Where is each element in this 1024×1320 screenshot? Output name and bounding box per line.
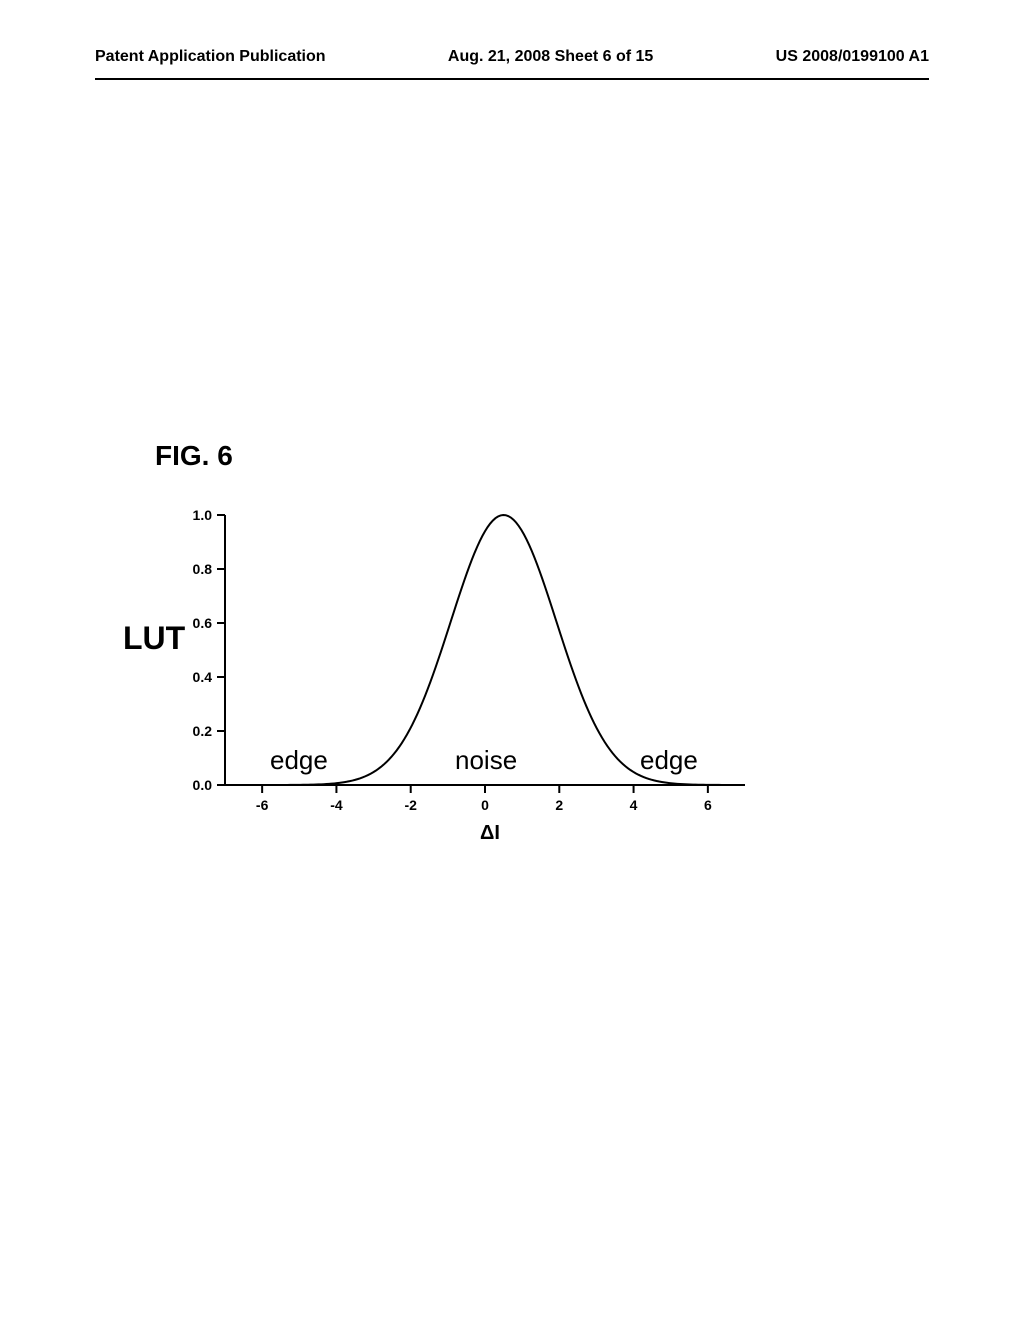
header-center: Aug. 21, 2008 Sheet 6 of 15 bbox=[448, 48, 653, 66]
y-tick-label: 0.8 bbox=[182, 561, 212, 577]
annotation-noise: noise bbox=[455, 745, 517, 776]
x-tick-label: -6 bbox=[252, 797, 272, 813]
x-tick-label: 6 bbox=[698, 797, 718, 813]
chart-svg bbox=[165, 505, 785, 845]
y-tick-label: 1.0 bbox=[182, 507, 212, 523]
page-header: Patent Application Publication Aug. 21, … bbox=[95, 48, 929, 66]
y-tick-label: 0.0 bbox=[182, 777, 212, 793]
y-tick-label: 0.6 bbox=[182, 615, 212, 631]
figure-label-container: FIG. 6 bbox=[155, 440, 233, 472]
x-axis-label: ΔI bbox=[480, 822, 500, 845]
header-left: Patent Application Publication bbox=[95, 48, 326, 66]
header-right: US 2008/0199100 A1 bbox=[776, 48, 929, 66]
annotation-edge-left: edge bbox=[270, 745, 328, 776]
y-axis-label: LUT bbox=[123, 620, 185, 657]
x-tick-label: 0 bbox=[475, 797, 495, 813]
x-tick-label: 2 bbox=[549, 797, 569, 813]
header-divider bbox=[95, 78, 929, 80]
chart-container bbox=[165, 505, 765, 845]
x-tick-label: 4 bbox=[624, 797, 644, 813]
figure-label: FIG. 6 bbox=[155, 440, 233, 471]
y-tick-label: 0.2 bbox=[182, 723, 212, 739]
x-tick-label: -2 bbox=[401, 797, 421, 813]
annotation-edge-right: edge bbox=[640, 745, 698, 776]
y-tick-label: 0.4 bbox=[182, 669, 212, 685]
x-tick-label: -4 bbox=[326, 797, 346, 813]
